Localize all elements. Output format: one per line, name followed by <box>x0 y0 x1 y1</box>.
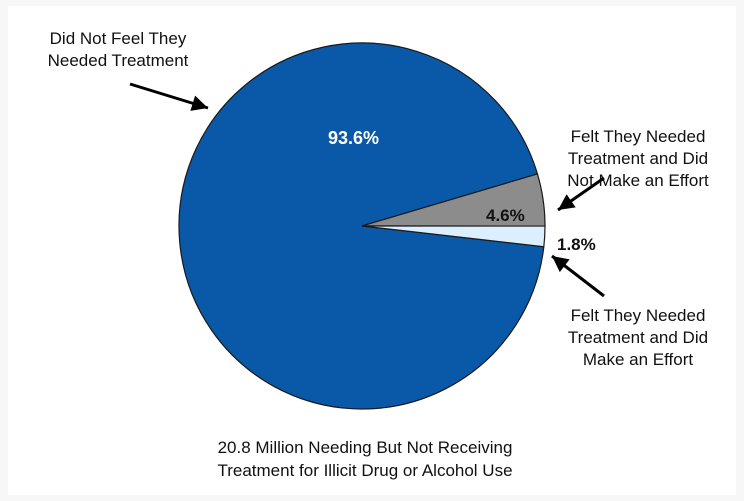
slice-made-effort <box>361 225 546 248</box>
value-label-not-feel-needed: 93.6% <box>328 128 379 148</box>
pie-slices <box>178 42 546 410</box>
callout-arrows <box>129 82 605 298</box>
slice-not-feel-needed <box>178 42 545 410</box>
arrow-no-effort <box>557 176 605 212</box>
slice-label-no-effort: Felt They Needed Treatment and Did Not M… <box>567 127 709 190</box>
value-label-no-effort: 4.6% <box>486 206 525 225</box>
arrow-not-feel-needed <box>129 82 209 111</box>
slice-label-not-feel-needed: Did Not Feel They Needed Treatment <box>47 29 189 70</box>
arrow-made-effort <box>551 254 605 298</box>
slice-label-made-effort: Felt They Needed Treatment and Did Make … <box>567 306 709 369</box>
value-label-made-effort: 1.8% <box>557 235 596 254</box>
chart-caption: 20.8 Million Needing But Not Receiving T… <box>217 438 513 480</box>
